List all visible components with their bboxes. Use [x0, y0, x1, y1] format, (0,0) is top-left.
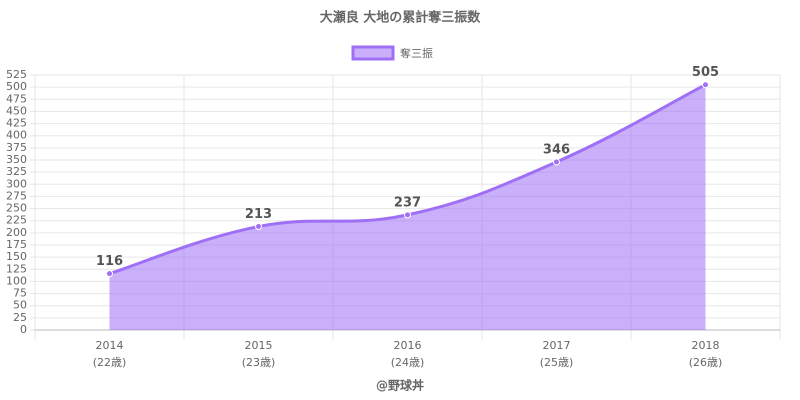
point — [255, 223, 262, 231]
y-tick-label: 125 — [6, 262, 27, 275]
point — [702, 81, 709, 89]
x-tick-sublabel: (24歳) — [391, 356, 425, 369]
point — [404, 211, 411, 219]
y-tick-label: 250 — [6, 202, 27, 215]
x-tick-label: 2014 — [96, 339, 124, 352]
y-tick-label: 525 — [6, 68, 27, 81]
y-tick-label: 150 — [6, 250, 27, 263]
data-label: 116 — [96, 254, 123, 269]
x-tick-label: 2018 — [692, 339, 720, 352]
y-tick-label: 300 — [6, 177, 27, 190]
y-tick-label: 475 — [6, 92, 27, 105]
data-label: 346 — [543, 142, 570, 157]
x-tick-sublabel: (25歳) — [540, 356, 574, 369]
y-tick-label: 50 — [13, 299, 27, 312]
y-tick-label: 0 — [20, 323, 27, 336]
y-tick-label: 500 — [6, 80, 27, 93]
y-tick-label: 450 — [6, 104, 27, 117]
legend-swatch — [351, 45, 395, 61]
y-tick-label: 25 — [13, 311, 27, 324]
data-label: 213 — [245, 207, 272, 222]
y-tick-label: 375 — [6, 141, 27, 154]
point — [553, 158, 560, 166]
point — [106, 270, 113, 278]
x-tick-sublabel: (23歳) — [242, 356, 276, 369]
x-tick-label: 2016 — [394, 339, 422, 352]
y-tick-label: 325 — [6, 165, 27, 178]
y-tick-label: 175 — [6, 238, 27, 251]
y-tick-label: 400 — [6, 129, 27, 142]
x-tick-sublabel: (22歳) — [93, 356, 127, 369]
x-tick-label: 2017 — [543, 339, 571, 352]
y-tick-label: 425 — [6, 117, 27, 130]
y-tick-label: 350 — [6, 153, 27, 166]
y-tick-label: 200 — [6, 226, 27, 239]
footer: @野球丼 — [376, 378, 424, 393]
data-label: 237 — [394, 195, 421, 210]
y-tick-label: 100 — [6, 274, 27, 287]
area — [109, 84, 706, 330]
x-tick-label: 2015 — [245, 339, 273, 352]
data-label: 505 — [692, 65, 719, 80]
y-tick-label: 275 — [6, 189, 27, 202]
y-tick-label: 75 — [13, 287, 27, 300]
y-tick-label: 225 — [6, 214, 27, 227]
chart-title: 大瀬良 大地の累計奪三振数 — [320, 10, 482, 26]
x-tick-sublabel: (26歳) — [689, 356, 723, 369]
legend-label: 奪三振 — [400, 46, 433, 60]
